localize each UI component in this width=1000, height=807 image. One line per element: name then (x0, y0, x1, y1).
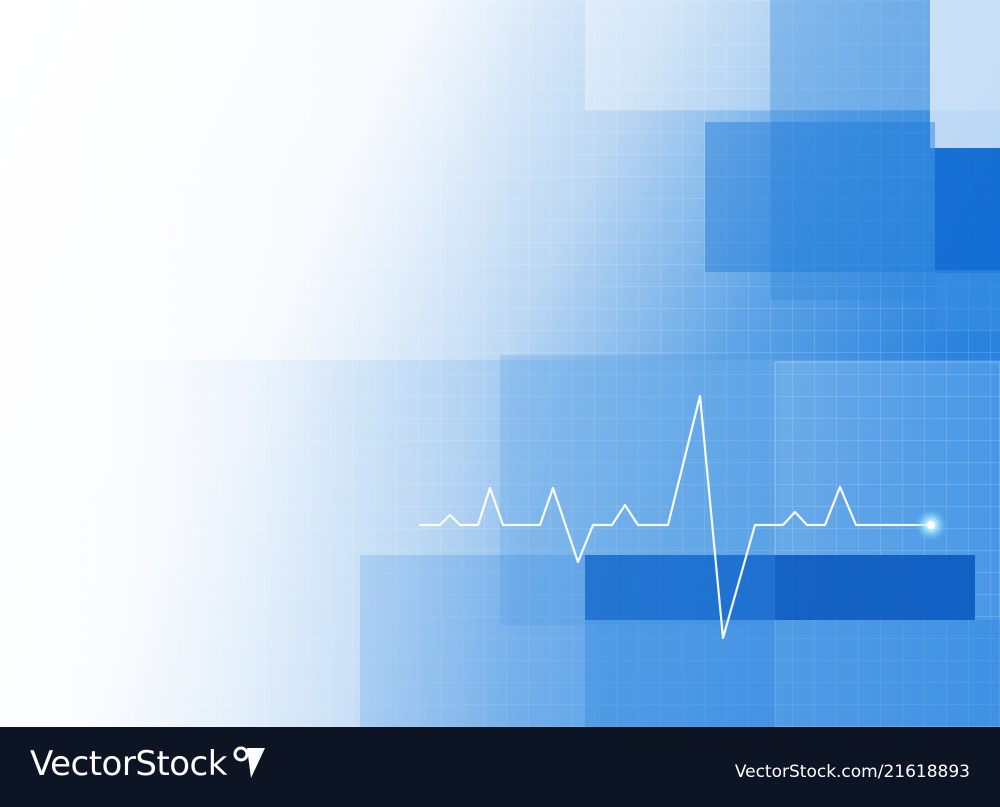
medical-background-artwork (0, 0, 1000, 727)
overlapping-squares (360, 0, 1000, 727)
brand-name: VectorStock (30, 744, 227, 784)
vectorstock-logo: VectorStock (30, 744, 269, 784)
image-id: VectorStock.com/21618893 (734, 762, 970, 782)
watermark-footer: VectorStock VectorStock.com/21618893 (0, 727, 1000, 807)
heartbeat-line (418, 394, 930, 640)
brand-mark-icon (233, 744, 269, 784)
